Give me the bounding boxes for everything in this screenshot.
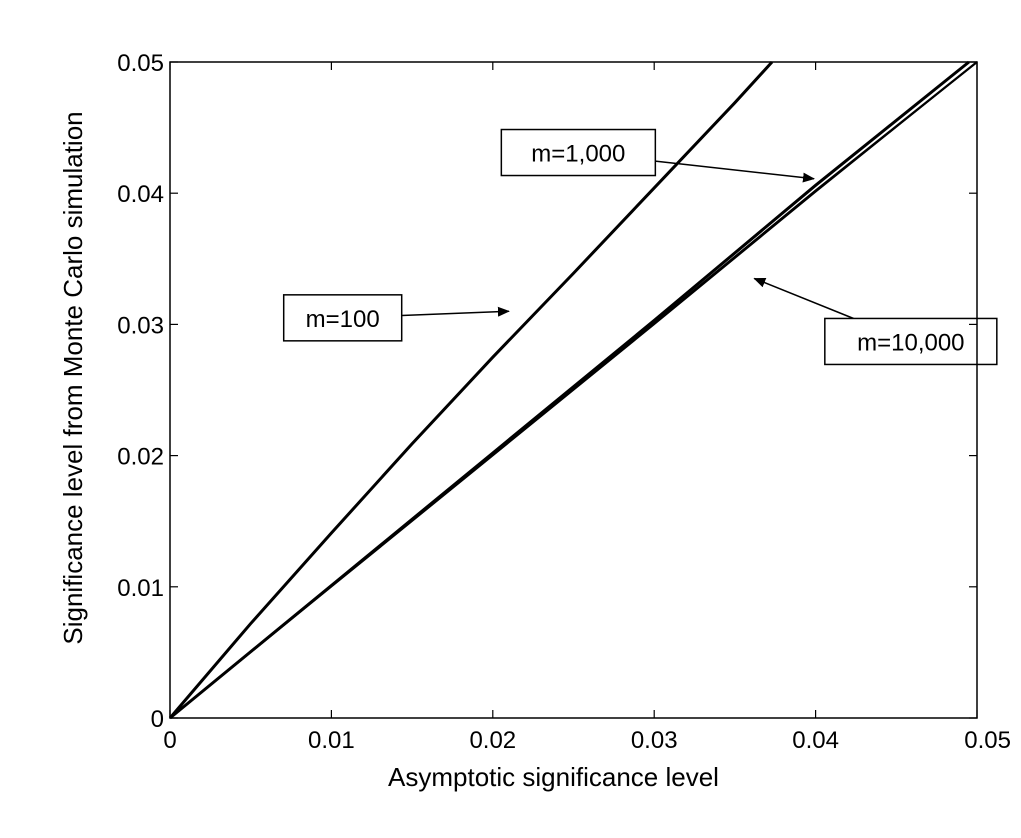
y-tick-label: 0.02: [117, 444, 164, 471]
x-axis-label: Asymptotic significance level: [388, 762, 719, 792]
series-line-1: [168, 60, 774, 719]
y-tick-label: 0.05: [117, 50, 164, 77]
axes-frame: [169, 61, 978, 719]
annotation-3: m=10,000: [753, 277, 998, 366]
annotation-box: [824, 317, 998, 366]
y-tick-label: 0: [151, 706, 164, 733]
x-tick-label: 0.05: [964, 727, 1011, 754]
annotation-label: m=10,000: [857, 329, 964, 356]
x-tick-label: 0.04: [792, 727, 839, 754]
annotation-label: m=100: [306, 306, 380, 333]
x-tick-label: 0.01: [308, 727, 355, 754]
annotation-label: m=1,000: [531, 141, 625, 168]
annotation-box: [282, 294, 403, 342]
y-tick-label: 0.01: [117, 575, 164, 602]
x-tick-label: 0.02: [469, 727, 516, 754]
y-axis-label: Significance level from Monte Carlo simu…: [58, 111, 88, 644]
x-tick-label: 0: [163, 727, 176, 754]
annotation-arrow: [401, 306, 510, 317]
annotation-2: m=1,000: [500, 128, 815, 183]
axes-group: 0 0.01 0.02 0.03 0.04 0.05 0 0.01 0.02 0.03 0.04 0.…: [58, 50, 1011, 792]
x-tick-label: 0.03: [631, 727, 678, 754]
series-line-4: [169, 61, 978, 719]
annotation-arrow: [655, 160, 815, 183]
y-tick-label: 0.04: [117, 181, 164, 208]
annotation-box: [500, 128, 657, 177]
annotation-group: m=100 m=1,000 m=10,000: [282, 128, 998, 366]
series-group: [168, 60, 978, 720]
y-tick-label: 0.03: [117, 312, 164, 339]
annotation-1: m=100: [282, 294, 510, 342]
series-line-3: [169, 61, 978, 719]
annotation-arrow: [753, 277, 854, 320]
